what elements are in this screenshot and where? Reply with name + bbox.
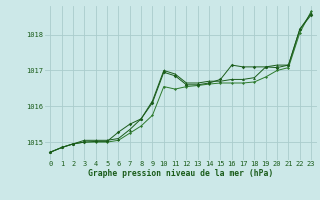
X-axis label: Graphe pression niveau de la mer (hPa): Graphe pression niveau de la mer (hPa) [88, 169, 273, 178]
